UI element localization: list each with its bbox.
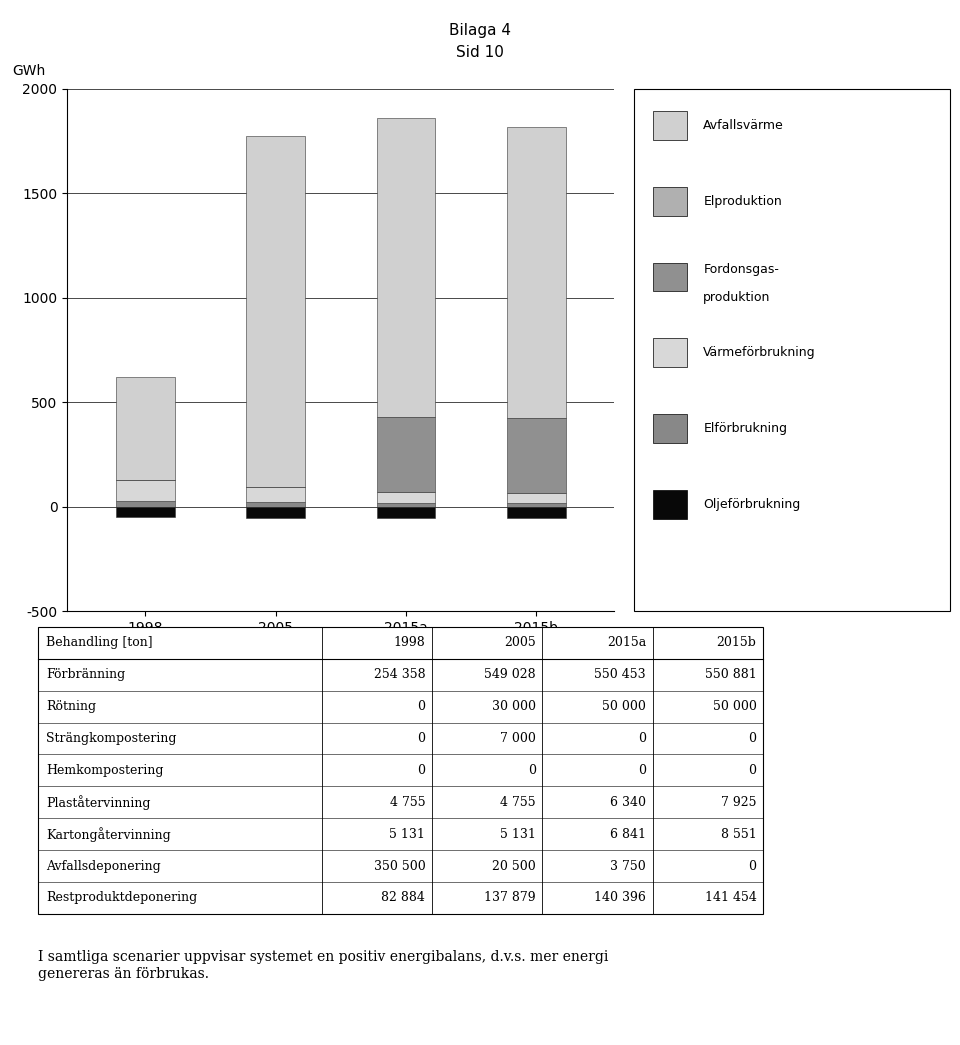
Bar [653, 414, 687, 443]
Bar [376, 417, 435, 492]
Text: Oljeförbrukning: Oljeförbrukning [704, 497, 801, 511]
Text: 7 000: 7 000 [500, 733, 536, 745]
Bar [507, 493, 565, 503]
Bar [247, 136, 305, 487]
Text: 137 879: 137 879 [484, 891, 536, 904]
Bar [116, 480, 175, 501]
Text: Behandling [ton]: Behandling [ton] [46, 636, 153, 649]
Text: 3 750: 3 750 [611, 860, 646, 873]
Bar [247, 502, 305, 507]
Text: 50 000: 50 000 [602, 700, 646, 713]
Text: 5 131: 5 131 [390, 828, 425, 840]
Text: Plaståtervinning: Plaståtervinning [46, 795, 151, 810]
Text: 30 000: 30 000 [492, 700, 536, 713]
Bar [653, 187, 687, 215]
Text: Elförbrukning: Elförbrukning [704, 422, 787, 435]
Bar [653, 111, 687, 140]
Bar [507, 418, 565, 493]
Text: 2005: 2005 [504, 636, 536, 649]
Text: 20 500: 20 500 [492, 860, 536, 873]
Bar [247, 507, 305, 518]
Bar [116, 377, 175, 480]
Text: Förbränning: Förbränning [46, 669, 126, 681]
Text: 549 028: 549 028 [484, 669, 536, 681]
Bar [376, 118, 435, 417]
Bar [376, 507, 435, 518]
Text: Sid 10: Sid 10 [456, 45, 504, 60]
Bar [507, 503, 565, 507]
Text: Bilaga 4: Bilaga 4 [449, 23, 511, 38]
Text: 1998: 1998 [394, 636, 425, 649]
Text: I samtliga scenarier uppvisar systemet en positiv energibalans, d.v.s. mer energ: I samtliga scenarier uppvisar systemet e… [38, 951, 609, 980]
Bar [116, 507, 175, 517]
Text: Elproduktion: Elproduktion [704, 194, 782, 208]
Bar [507, 507, 565, 518]
Text: 0: 0 [528, 764, 536, 776]
Text: Fordonsgas-: Fordonsgas- [704, 262, 780, 276]
Text: Strängkompostering: Strängkompostering [46, 733, 177, 745]
Text: 0: 0 [418, 700, 425, 713]
Text: 4 755: 4 755 [500, 796, 536, 809]
Text: Kartongåtervinning: Kartongåtervinning [46, 827, 171, 841]
Text: 6 340: 6 340 [611, 796, 646, 809]
Text: GWh: GWh [12, 65, 46, 78]
Text: 141 454: 141 454 [705, 891, 756, 904]
Text: 7 925: 7 925 [721, 796, 756, 809]
Bar [376, 492, 435, 503]
Text: 0: 0 [638, 764, 646, 776]
Text: 550 453: 550 453 [594, 669, 646, 681]
Text: Avfallsdeponering: Avfallsdeponering [46, 860, 161, 873]
Text: Värmeförbrukning: Värmeförbrukning [704, 346, 816, 359]
Text: 0: 0 [418, 764, 425, 776]
Text: 254 358: 254 358 [373, 669, 425, 681]
Text: 0: 0 [418, 733, 425, 745]
Bar [247, 487, 305, 502]
Bar [507, 127, 565, 418]
Bar [653, 490, 687, 518]
Text: produktion: produktion [704, 292, 771, 304]
Text: Rötning: Rötning [46, 700, 96, 713]
Text: 0: 0 [749, 764, 756, 776]
FancyBboxPatch shape [634, 89, 950, 611]
Text: 2015b: 2015b [716, 636, 756, 649]
Text: 50 000: 50 000 [712, 700, 756, 713]
Text: 6 841: 6 841 [611, 828, 646, 840]
Text: 0: 0 [749, 860, 756, 873]
Bar [653, 339, 687, 367]
Text: 8 551: 8 551 [721, 828, 756, 840]
Text: 140 396: 140 396 [594, 891, 646, 904]
Text: 0: 0 [638, 733, 646, 745]
Bar [116, 501, 175, 507]
Text: Restproduktdeponering: Restproduktdeponering [46, 891, 198, 904]
Bar [653, 262, 687, 292]
Text: 550 881: 550 881 [705, 669, 756, 681]
Bar [376, 503, 435, 507]
Text: Hemkompostering: Hemkompostering [46, 764, 163, 776]
Text: 0: 0 [749, 733, 756, 745]
Text: 2015a: 2015a [607, 636, 646, 649]
Text: 5 131: 5 131 [500, 828, 536, 840]
Text: Avfallsvärme: Avfallsvärme [704, 119, 784, 132]
Text: 4 755: 4 755 [390, 796, 425, 809]
Text: 82 884: 82 884 [381, 891, 425, 904]
Text: 350 500: 350 500 [373, 860, 425, 873]
